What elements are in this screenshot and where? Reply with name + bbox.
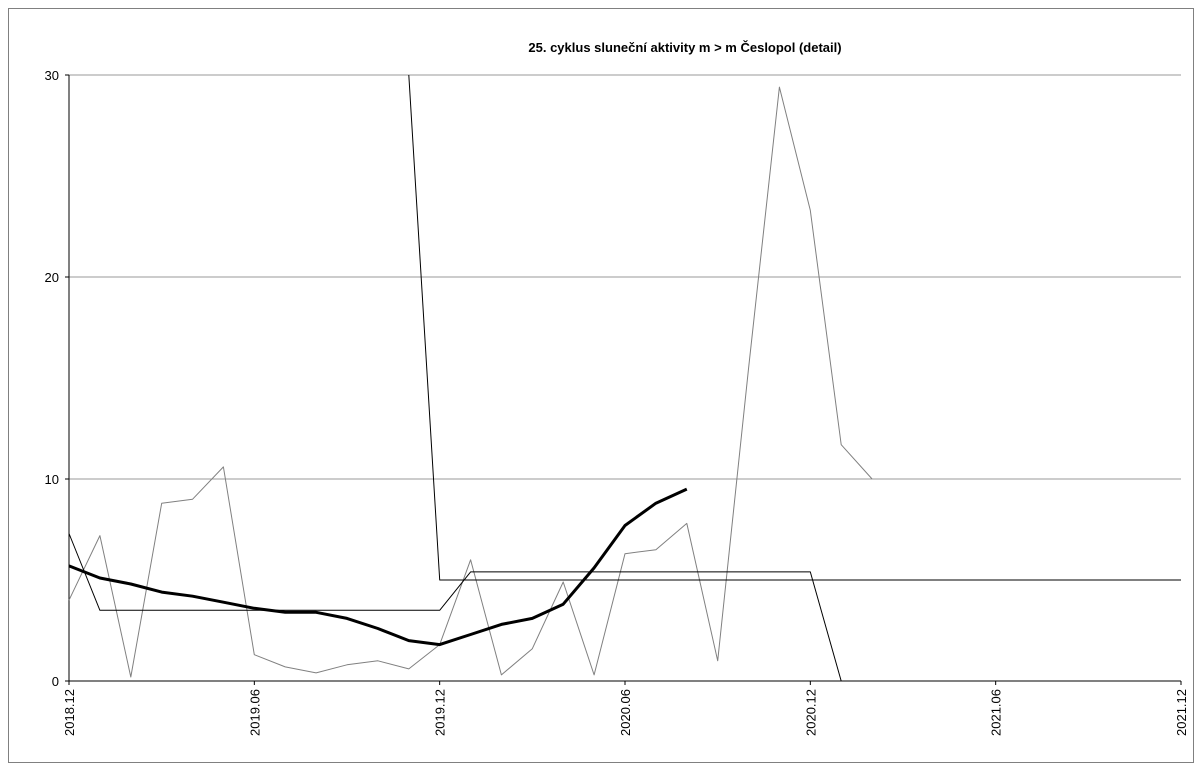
axes — [65, 74, 1182, 685]
series-line-thin-black-upper — [68, 533, 1181, 682]
series-line-thin-gray — [68, 86, 873, 678]
series-line-bold-black — [68, 487, 688, 647]
series-group — [68, 74, 1181, 682]
y-tick-label: 0 — [52, 674, 59, 689]
x-tick-label: 2019.12 — [433, 689, 448, 736]
y-tick-label: 20 — [45, 270, 59, 285]
tick-labels: 0 10 20 30 2018.12 2019.06 2019.12 2020.06 2020.… — [45, 68, 1189, 736]
grid — [69, 74, 1181, 480]
chart-frame: 25. cyklus sluneční aktivity m > m Česlo… — [8, 8, 1194, 763]
x-tick-label: 2021.06 — [989, 689, 1004, 736]
x-tick-label: 2020.12 — [803, 689, 818, 736]
y-tick-label: 10 — [45, 472, 59, 487]
x-tick-label: 2018.12 — [62, 689, 77, 736]
x-tick-label: 2020.06 — [618, 689, 633, 736]
chart: 25. cyklus sluneční aktivity m > m Česlo… — [45, 40, 1189, 736]
x-tick-label: 2019.06 — [247, 689, 262, 736]
chart-title: 25. cyklus sluneční aktivity m > m Česlo… — [528, 40, 841, 55]
series-line-thin-black-lower — [408, 74, 1181, 581]
x-tick-label: 2021.12 — [1174, 689, 1189, 736]
y-tick-label: 30 — [45, 68, 59, 83]
